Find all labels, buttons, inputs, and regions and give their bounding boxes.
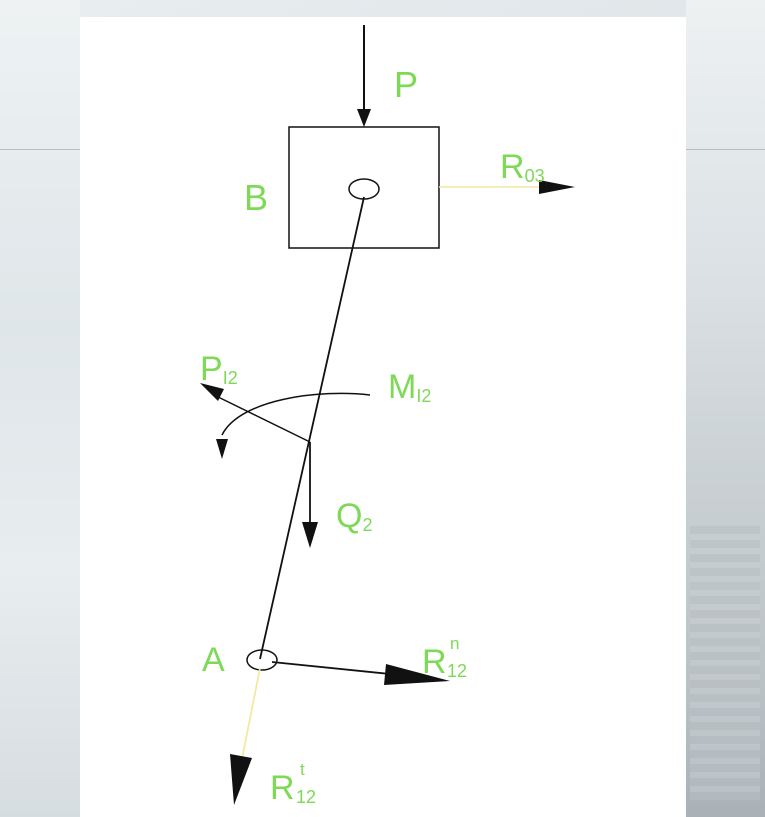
label-load-p: P bbox=[394, 64, 418, 105]
inertia-force-arrowhead bbox=[200, 383, 224, 401]
inertia-moment-arrowhead bbox=[216, 439, 228, 459]
label-slider-b: B bbox=[244, 177, 268, 218]
reaction-n-line bbox=[271, 661, 391, 675]
pin-a bbox=[246, 649, 278, 671]
background-left-panel bbox=[0, 0, 80, 817]
inertia-force-shaft bbox=[211, 393, 311, 443]
background-divider-left bbox=[0, 149, 80, 150]
reaction-03-arrowhead bbox=[539, 180, 575, 194]
background-divider-right bbox=[686, 149, 765, 150]
weight-arrow-head bbox=[302, 522, 318, 548]
free-body-diagram: P B R03 PI2 MI2 Q2 A R n 12 R t 12 bbox=[200, 25, 575, 807]
slider-block bbox=[288, 126, 440, 249]
label-pin-a: A bbox=[202, 641, 225, 679]
reaction-n-arrowhead bbox=[384, 664, 450, 685]
connecting-rod bbox=[259, 196, 365, 660]
label-reaction-03: R03 bbox=[500, 148, 545, 186]
reaction-t-line bbox=[241, 667, 261, 760]
inertia-moment-arc bbox=[221, 392, 371, 436]
label-reaction-t-sup: t bbox=[300, 760, 305, 779]
load-arrow-head bbox=[357, 109, 371, 127]
label-inertia-force: PI2 bbox=[200, 350, 238, 388]
reaction-t-arrowhead bbox=[230, 754, 252, 805]
label-weight: Q2 bbox=[336, 497, 372, 535]
label-reaction-t: R bbox=[270, 769, 295, 807]
label-inertia-moment: MI2 bbox=[388, 368, 431, 406]
label-reaction-n-sup: n bbox=[450, 634, 459, 653]
diagram-canvas: P B R03 PI2 MI2 Q2 A R n 12 R t 12 bbox=[80, 17, 686, 817]
label-reaction-n-sub: 12 bbox=[447, 661, 467, 681]
label-reaction-t-sub: 12 bbox=[296, 787, 316, 807]
background-building bbox=[690, 520, 760, 800]
label-reaction-n: R bbox=[422, 643, 447, 681]
